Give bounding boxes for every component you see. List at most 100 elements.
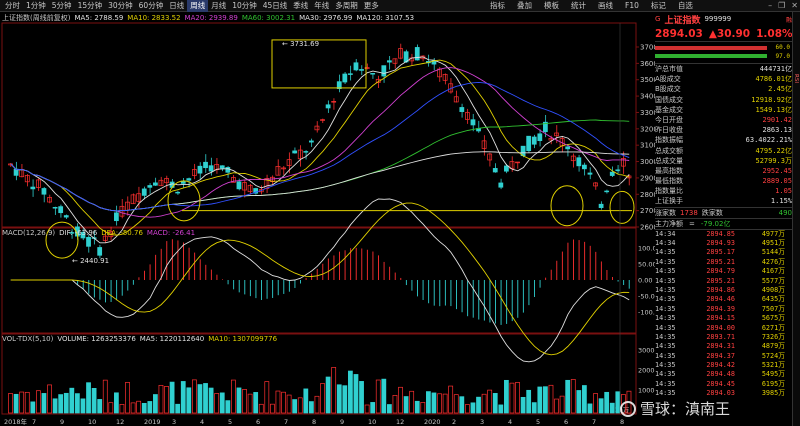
- volume-bar: [91, 388, 97, 414]
- volume-bar: [375, 379, 381, 414]
- volume-bar: [119, 404, 125, 414]
- stat-value: 1549.13亿: [755, 105, 792, 114]
- menu-item-5[interactable]: F10: [625, 1, 639, 10]
- x-axis-label: 4: [508, 418, 512, 426]
- menu-item-7[interactable]: 自选: [677, 1, 693, 10]
- menu-item-2[interactable]: 模板: [544, 1, 559, 10]
- candle-body: [582, 164, 587, 170]
- period-tab-1[interactable]: 1分钟: [26, 0, 46, 10]
- camera-icon: [620, 400, 636, 417]
- volume-bar: [420, 401, 426, 414]
- period-tabs: 分时 1分钟 5分钟 15分钟 30分钟 60分钟 日线 周线 月线 10分钟 45日线 季线 年线 多周…: [0, 0, 382, 12]
- period-tab-0[interactable]: 分时: [5, 0, 20, 10]
- volume-bar: [431, 392, 437, 414]
- tick-t: 14:35: [655, 276, 676, 285]
- macd-axis-label: 50.00: [638, 261, 655, 269]
- right-sidebar: RSI: [792, 12, 800, 426]
- volume-bar: [141, 402, 147, 414]
- x-axis-label: 9: [340, 418, 344, 426]
- tick-p: 2895.17: [706, 248, 735, 257]
- volume-bar: [470, 402, 476, 414]
- volume-bar: [348, 370, 353, 414]
- macd_header-label-3: MACD: -26.41: [146, 229, 196, 237]
- index-name[interactable]: 上证指数: [664, 15, 701, 26]
- menu-item-6[interactable]: 标记: [650, 1, 666, 10]
- period-tab-11[interactable]: 季线: [293, 0, 309, 10]
- price-axis-label: 3300: [640, 109, 655, 117]
- volume-bar: [526, 389, 532, 414]
- volume-bar: [381, 378, 387, 414]
- menu-item-0[interactable]: 指标: [490, 1, 505, 10]
- restore-icon[interactable]: ❐: [778, 1, 786, 10]
- tick-t: 14:35: [655, 389, 676, 398]
- volume-bar: [30, 401, 36, 414]
- stat-row: 昨日收盘 2863.13: [655, 125, 792, 135]
- tick-row: 14:35 2894.48 5495万: [655, 370, 792, 379]
- candle-body: [58, 206, 64, 214]
- period-tab-12[interactable]: 年线: [314, 0, 330, 10]
- tick-v: 7507万: [761, 304, 785, 313]
- period-tab-7[interactable]: 周线: [187, 0, 209, 12]
- price-axis-label: 2900: [640, 174, 655, 182]
- volume-bar: [158, 384, 164, 414]
- period-tab-4[interactable]: 30分钟: [108, 0, 133, 10]
- tick-p: 2894.85: [706, 229, 735, 238]
- stat-label: 最高指数: [655, 166, 683, 175]
- x-axis-label: 2018年: [4, 417, 28, 426]
- tick-v: 5577万: [761, 276, 785, 285]
- candle-body: [314, 125, 320, 131]
- minimize-icon[interactable]: –: [768, 1, 773, 10]
- sidebar-label[interactable]: RSI: [793, 74, 799, 83]
- period-tab-6[interactable]: 日线: [169, 0, 185, 10]
- macd_header-label-0: MACD(12,26,9): [2, 229, 56, 237]
- net-value: -79.02亿: [700, 219, 731, 228]
- tick-v: 6435万: [761, 295, 785, 304]
- period-tab-2[interactable]: 5分钟: [51, 0, 72, 10]
- stat-value: 2901.42: [762, 115, 792, 124]
- period-tab-9[interactable]: 10分钟: [232, 0, 257, 10]
- strength-value-1: 60.0: [775, 44, 790, 51]
- volume-axis-label: 20000: [638, 367, 655, 375]
- volume-bar: [531, 402, 537, 414]
- candle-body: [576, 157, 582, 167]
- vol_header-label-2: MA5: 1220112640: [139, 335, 205, 343]
- period-tab-8[interactable]: 月线: [211, 0, 227, 10]
- stat-value: 2863.13: [762, 126, 792, 135]
- volume-bar: [63, 392, 69, 414]
- menu-item-1[interactable]: 叠加: [517, 1, 532, 10]
- period-tab-14[interactable]: 更多: [363, 0, 379, 10]
- tick-v: 5495万: [761, 370, 785, 379]
- tick-v: 3985万: [761, 389, 785, 398]
- candle-body: [325, 104, 331, 109]
- candle-body: [292, 150, 298, 154]
- ma-line-30: [10, 81, 630, 212]
- ma_line-label-4: MA60: 3002.31: [241, 13, 296, 22]
- menu-item-4[interactable]: 画线: [598, 1, 613, 10]
- period-tab-3[interactable]: 15分钟: [77, 0, 103, 10]
- tick-list[interactable]: 14:34 2894.85 4977万 14:34 2894.93 4951万 14:35 2…: [655, 230, 792, 399]
- candle-body: [141, 188, 147, 196]
- volume-bar: [219, 392, 225, 414]
- candle-body: [175, 191, 181, 194]
- volume-bar: [153, 394, 158, 414]
- stat-label: 总成交量: [655, 156, 683, 165]
- candle-body: [197, 165, 203, 174]
- volume-bar: [175, 403, 181, 414]
- volume-bar: [582, 385, 587, 414]
- close-icon[interactable]: ✕: [791, 1, 798, 10]
- period-tab-10[interactable]: 45日线: [262, 0, 288, 10]
- volume-bar: [19, 391, 25, 414]
- volume-bar: [309, 401, 314, 414]
- kline-chart[interactable]: 3700 3600 3500 3400 3300 3200 3100 3000 2900 2800…: [0, 0, 655, 426]
- x-axis-label: 5: [536, 418, 540, 426]
- volume-bar: [548, 384, 554, 414]
- tick-row: 14:35 2894.37 5724万: [655, 352, 792, 361]
- menu-item-3[interactable]: 统计: [571, 1, 586, 10]
- tick-t: 14:34: [655, 229, 676, 238]
- x-axis-label: 6: [256, 418, 260, 426]
- period-tab-5[interactable]: 60分钟: [138, 0, 164, 10]
- stat-row: 基金成交 1549.13亿: [655, 105, 792, 115]
- candle-body: [381, 65, 387, 77]
- period-tab-13[interactable]: 多周期: [335, 0, 358, 10]
- ma-line-5: [10, 56, 630, 244]
